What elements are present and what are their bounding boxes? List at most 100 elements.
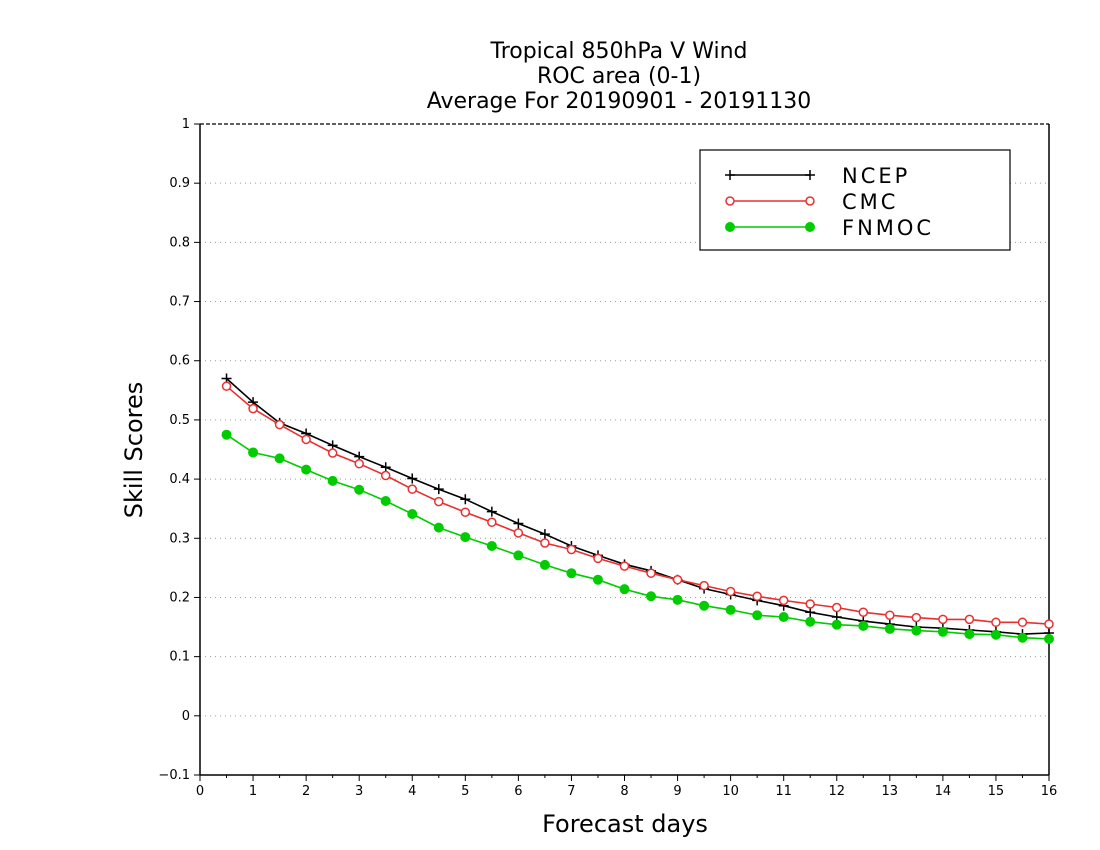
cmc-point — [778, 595, 789, 606]
cmc-point — [964, 614, 975, 625]
cmc-point — [699, 580, 709, 591]
cmc-point — [1044, 619, 1054, 629]
cmc-point — [752, 591, 762, 602]
cmc-point — [248, 403, 258, 414]
fnmoc-point — [486, 540, 497, 551]
fnmoc-point — [937, 626, 948, 637]
cmc-point — [646, 568, 656, 578]
fnmoc-point — [619, 584, 630, 595]
cmc-point — [805, 599, 815, 609]
cmc-point — [487, 517, 497, 528]
fnmoc-point — [354, 484, 365, 495]
cmc-point — [858, 607, 869, 617]
cmc-point — [434, 496, 444, 507]
data-series — [221, 373, 1054, 644]
y-tick-label: 0.9 — [169, 176, 190, 191]
cmc-point — [407, 484, 417, 494]
fnmoc-point — [672, 594, 683, 605]
legend-cmc-marker — [725, 196, 735, 206]
x-tick-label: 6 — [514, 784, 522, 799]
ncep-point — [805, 607, 816, 618]
x-tick-label: 9 — [673, 784, 681, 799]
y-tick-label: 0.3 — [169, 531, 190, 546]
title-line-3: Average For 20190901 - 20191130 — [427, 89, 812, 114]
x-tick-label: 5 — [461, 784, 469, 799]
legend-fnmoc-marker — [805, 222, 815, 232]
x-tick-label: 3 — [355, 784, 363, 799]
ncep-point — [380, 462, 391, 473]
ncep-line — [225, 377, 1050, 635]
ncep-point — [513, 518, 524, 529]
cmc-point — [513, 528, 524, 538]
cmc-point — [619, 561, 630, 571]
fnmoc-point — [301, 464, 312, 475]
fnmoc-point — [752, 610, 763, 621]
cmc-point — [593, 553, 603, 564]
fnmoc-point — [327, 475, 338, 486]
y-tick-label: 0.1 — [169, 650, 190, 665]
fnmoc-point — [646, 591, 657, 602]
legend-box — [699, 149, 1011, 251]
fnmoc-point — [248, 447, 259, 458]
fnmoc-point — [805, 616, 816, 627]
x-tick-label: 2 — [302, 784, 310, 799]
y-tick-label: 0.5 — [169, 413, 190, 428]
y-tick-label: 0.8 — [169, 235, 190, 250]
fnmoc-point — [911, 625, 922, 636]
x-tick-label: 13 — [882, 784, 899, 799]
cmc-point — [885, 610, 895, 620]
cmc-point — [274, 419, 285, 430]
y-tick-label: 0.6 — [169, 354, 190, 369]
cmc-point — [938, 614, 948, 625]
fnmoc-point — [858, 620, 869, 631]
cmc-point — [672, 574, 683, 585]
cmc-point — [1017, 617, 1028, 628]
cmc-point — [380, 470, 391, 481]
y-tick-label: 0 — [182, 709, 190, 724]
fnmoc-point — [221, 429, 232, 440]
cmc-point — [301, 434, 311, 445]
chart-title: Tropical 850hPa V Wind ROC area (0-1) Av… — [427, 39, 812, 114]
y-tick-label: 0.2 — [169, 590, 190, 605]
x-axis-label: Forecast days — [542, 810, 708, 838]
fnmoc-point — [725, 604, 736, 615]
cmc-point — [911, 612, 922, 623]
x-tick-label: 14 — [935, 784, 952, 799]
cmc-point — [540, 538, 550, 548]
legend-ncep-marker — [725, 170, 735, 180]
cmc-point — [991, 617, 1001, 628]
axis-ticks: −0.100.10.20.30.40.50.60.70.80.910 1 2 3 4 5 6… — [158, 117, 1057, 799]
x-tick-label: 12 — [828, 784, 845, 799]
fnmoc-point — [274, 453, 285, 464]
fnmoc-point — [433, 522, 444, 533]
x-tick-label: 4 — [408, 784, 416, 799]
fnmoc-point — [990, 629, 1001, 640]
y-tick-label: 0.7 — [169, 295, 190, 310]
legend-cmc-label: CMC — [842, 190, 898, 214]
fnmoc-line — [226, 434, 1050, 640]
fnmoc-point — [380, 495, 391, 506]
cmc-point — [725, 586, 736, 597]
x-tick-label: 0 — [196, 784, 204, 799]
legend-fnmoc-label: FNMOC — [842, 216, 934, 240]
fnmoc-point — [1044, 633, 1054, 644]
ncep-point — [460, 494, 471, 505]
fnmoc-point — [699, 600, 710, 611]
cmc-point — [327, 448, 338, 458]
y-tick-label: −0.1 — [158, 768, 190, 783]
x-tick-label: 1 — [249, 784, 257, 799]
y-tick-label: 0.4 — [169, 472, 190, 487]
cmc-point — [221, 381, 232, 391]
y-axis-label: Skill Scores — [120, 382, 148, 519]
fnmoc-point — [407, 509, 418, 520]
cmc-point — [566, 544, 577, 555]
fnmoc-point — [460, 532, 471, 543]
ncep-point — [539, 529, 550, 540]
fnmoc-point — [539, 559, 550, 570]
fnmoc-point — [566, 568, 577, 579]
legend-ncep-label: NCEP — [842, 164, 910, 188]
fnmoc-point — [778, 611, 789, 622]
y-tick-label: 1 — [182, 117, 190, 132]
